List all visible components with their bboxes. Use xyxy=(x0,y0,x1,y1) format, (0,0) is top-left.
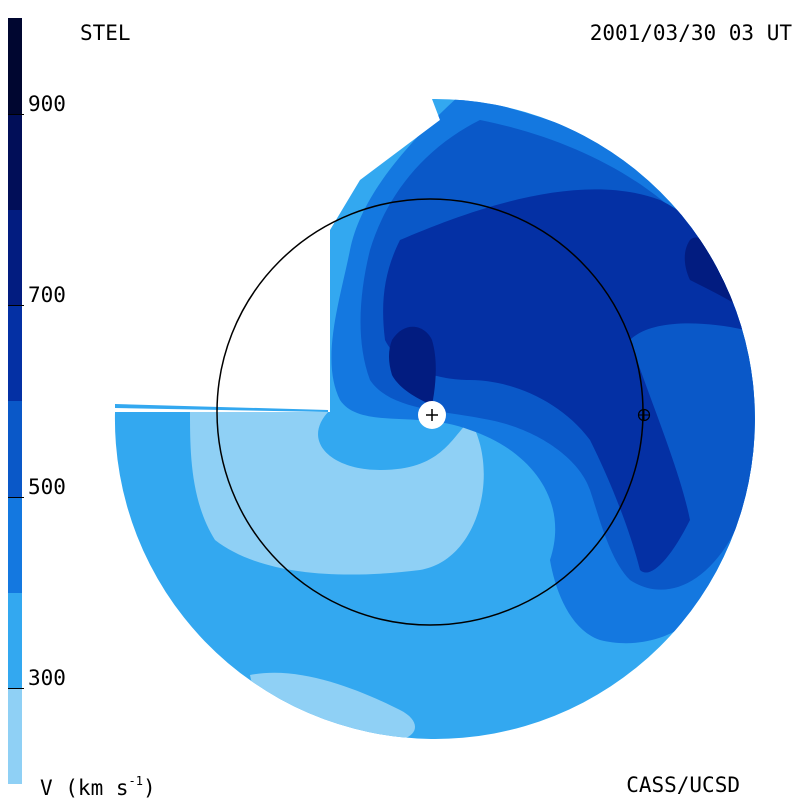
velocity-region-650 xyxy=(383,189,745,573)
colorbar-tick-900 xyxy=(8,113,24,115)
colorbar-tick-label-300: 300 xyxy=(28,666,66,691)
credit-label: CASS/UCSD xyxy=(626,773,740,797)
timestamp-label: 2001/03/30 03 UT xyxy=(589,21,792,45)
velocity-unit-label: V (km s-1) xyxy=(40,772,156,799)
colorbar-segment-200 xyxy=(8,688,22,784)
colorbar-tick-300 xyxy=(8,688,24,690)
unit-text: V (km s xyxy=(40,776,129,800)
colorbar-tick-label-900: 900 xyxy=(28,91,66,116)
velocity-region-250 xyxy=(190,410,484,575)
colorbar-tick-500 xyxy=(8,496,24,498)
sun-icon xyxy=(418,401,446,429)
source-label: STEL xyxy=(80,21,131,45)
earth-orbit-circle xyxy=(216,198,644,626)
velocity-colorbar xyxy=(8,18,22,784)
colorbar-segment-700 xyxy=(8,209,22,306)
velocity-field xyxy=(114,98,755,739)
velocity-region-750 xyxy=(389,326,436,405)
colorbar-tick-label-700: 700 xyxy=(28,283,66,308)
colorbar-segment-500 xyxy=(8,401,22,497)
colorbar-segment-800 xyxy=(8,113,22,210)
data-streak xyxy=(115,404,328,412)
unit-close: ) xyxy=(142,776,156,800)
earth-icon xyxy=(637,408,651,422)
colorbar-segment-600 xyxy=(8,305,22,401)
colorbar-segment-300 xyxy=(8,592,22,689)
colorbar-segment-400 xyxy=(8,496,22,593)
colorbar-tick-label-500: 500 xyxy=(28,474,66,499)
unit-exponent: -1 xyxy=(128,774,143,788)
colorbar-segment-900 xyxy=(8,18,22,114)
colorbar-tick-700 xyxy=(8,305,24,307)
